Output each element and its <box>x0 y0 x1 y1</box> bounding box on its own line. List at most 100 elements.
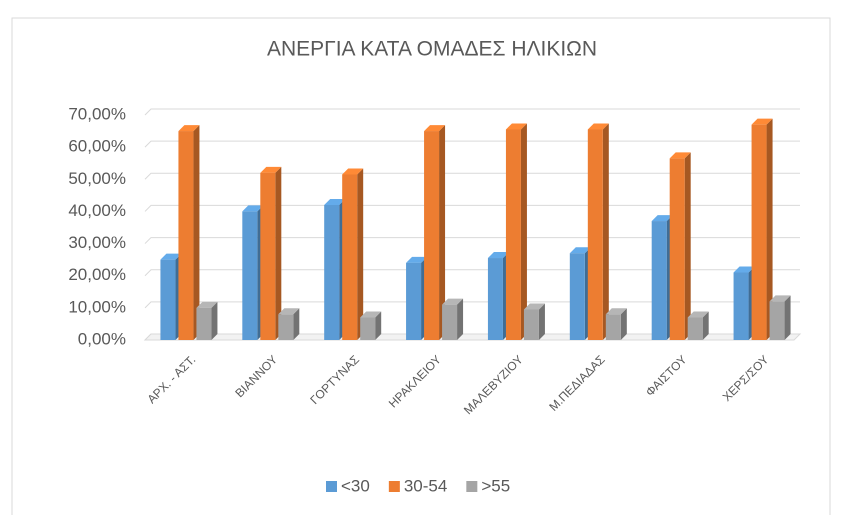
bar-side <box>620 308 627 340</box>
bar-side <box>702 311 709 340</box>
grid-line <box>144 204 800 212</box>
bar <box>260 166 282 340</box>
bar-front <box>424 131 440 340</box>
bar <box>769 295 791 340</box>
y-tick-label: 20,00% <box>68 265 126 284</box>
legend-swatch <box>466 481 478 492</box>
bar-top <box>342 168 364 175</box>
bar <box>523 303 545 340</box>
bar <box>569 247 591 340</box>
legend-label: <30 <box>341 476 370 495</box>
bar-top <box>733 266 755 273</box>
bar <box>160 253 182 340</box>
bar-front <box>260 172 276 340</box>
bar-top <box>605 308 627 315</box>
bar <box>360 311 382 340</box>
legend-swatch <box>326 481 337 492</box>
bar-side <box>275 166 282 340</box>
bar-top <box>569 247 591 254</box>
bar-side <box>457 298 464 340</box>
bar-front <box>442 304 458 340</box>
bar-front <box>523 309 539 340</box>
bar-front <box>342 174 358 340</box>
legend-label: 30-54 <box>404 476 447 495</box>
bar-top <box>587 123 609 130</box>
bar-front <box>733 272 749 340</box>
bar-front <box>178 131 194 340</box>
bar <box>751 118 773 341</box>
bar <box>324 199 346 340</box>
bar-side <box>193 125 200 340</box>
bar <box>178 125 200 340</box>
bar-front <box>505 129 521 340</box>
bar <box>505 123 527 340</box>
bar-front <box>587 129 603 340</box>
bar-side <box>538 303 545 340</box>
bar-top <box>424 125 446 132</box>
bar-side <box>602 123 609 340</box>
y-tick-label: 10,00% <box>68 297 126 316</box>
bar <box>424 125 446 340</box>
bar-top <box>406 256 428 263</box>
y-tick-label: 50,00% <box>68 169 126 188</box>
bar-top <box>360 311 382 318</box>
bar-side <box>766 118 773 341</box>
bar <box>242 205 264 340</box>
bar <box>733 266 755 340</box>
bar <box>487 252 509 340</box>
bar-front <box>569 253 585 340</box>
bar <box>406 256 428 340</box>
bar-top <box>687 311 709 318</box>
bar-top <box>178 125 200 132</box>
bar-front <box>751 124 767 341</box>
grid-line <box>144 172 800 180</box>
legend-swatch <box>388 481 400 492</box>
bar-side <box>439 125 446 340</box>
bar-side <box>375 311 382 340</box>
bar <box>605 308 627 340</box>
bar <box>687 311 709 340</box>
bar-top <box>523 303 545 310</box>
bar-side <box>357 168 364 340</box>
bar-top <box>196 301 218 308</box>
y-tick-label: 30,00% <box>68 233 126 252</box>
bar-front <box>406 262 422 340</box>
bar-front <box>687 317 703 340</box>
bar-side <box>293 308 300 340</box>
bar-front <box>669 158 685 340</box>
bar-top <box>751 118 773 125</box>
bar-top <box>442 298 464 305</box>
bar <box>442 298 464 340</box>
chart-title: ΑΝΕΡΓΙΑ ΚΑΤΑ ΟΜΑΔΕΣ ΗΛΙΚΙΩΝ <box>267 38 597 61</box>
bar-front <box>487 258 503 340</box>
bar-side <box>211 301 218 340</box>
bar-front <box>278 314 294 340</box>
bar-top <box>669 152 691 159</box>
bar-front <box>242 211 258 340</box>
bar-top <box>160 253 182 260</box>
grid-line <box>144 140 800 148</box>
bar <box>587 123 609 340</box>
bar-front <box>605 314 621 340</box>
bar-top <box>651 215 673 222</box>
bar-side <box>784 295 791 340</box>
bar-front <box>360 317 376 340</box>
y-tick-label: 60,00% <box>68 137 126 156</box>
bar-front <box>196 307 212 340</box>
bar <box>196 301 218 340</box>
bar-top <box>278 308 300 315</box>
grid-line <box>144 237 800 244</box>
bar <box>342 168 364 340</box>
bar-top <box>769 295 791 302</box>
bar-side <box>520 123 527 340</box>
bar <box>651 215 673 340</box>
bar-top <box>505 123 527 130</box>
bar-front <box>651 221 667 340</box>
bar <box>669 152 691 340</box>
y-tick-label: 0,00% <box>78 329 126 348</box>
bar-front <box>160 259 176 340</box>
bar-side <box>684 152 691 340</box>
bar-top <box>487 252 509 259</box>
y-tick-label: 70,00% <box>68 104 126 123</box>
